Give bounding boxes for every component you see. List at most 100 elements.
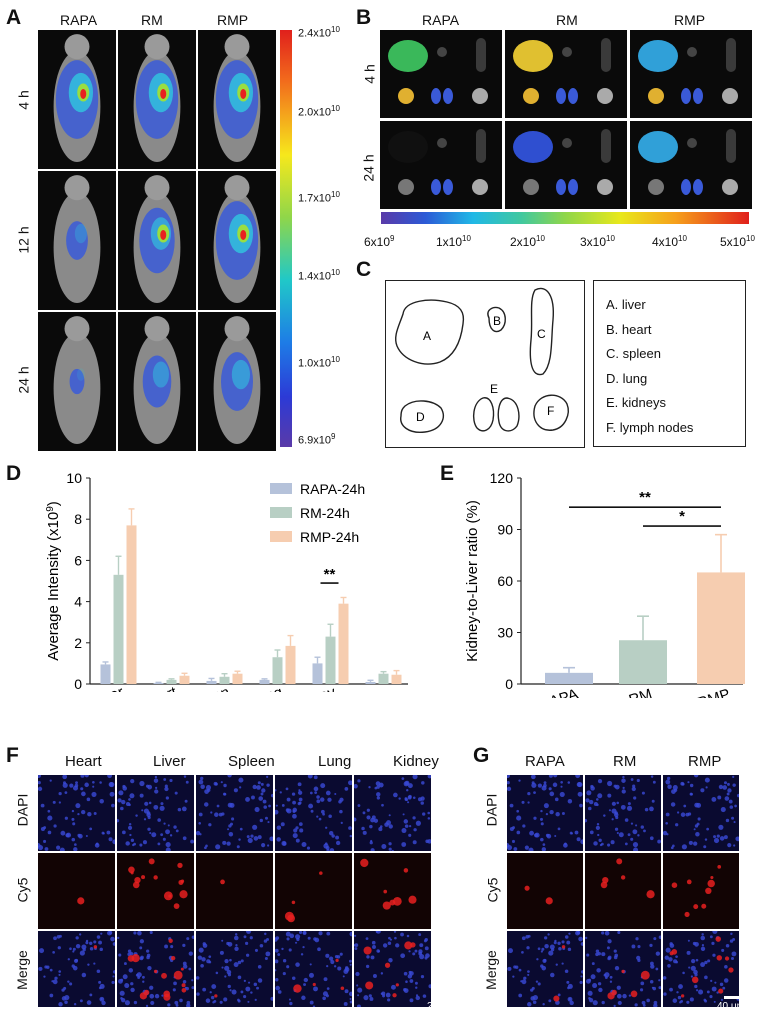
panel-b-cb-label-4: 4x1010 (652, 234, 687, 249)
panel-f-tile-1-1 (117, 853, 194, 929)
mouse-image-0-2 (198, 30, 276, 169)
panel-c-legend: A. liver B. heart C. spleen D. lung E. k… (593, 280, 746, 447)
panel-g-row-dapi: DAPI (483, 793, 500, 827)
panel-g-col-rm: RM (613, 753, 637, 770)
panel-d-legend-label: RM-24h (300, 505, 350, 521)
panel-b-colorbar (381, 212, 749, 224)
legend-kidneys: E. kidneys (606, 395, 666, 410)
panel-g-tile-0-1 (585, 775, 661, 851)
panel-e-ylabel: Kidney-to-Liver ratio (%) (464, 500, 481, 662)
panel-f-row-dapi: DAPI (14, 793, 31, 827)
panel-d-bar (179, 675, 190, 684)
panel-g-row-merge: Merge (482, 950, 499, 990)
panel-a-cb-label-1: 2.0x1010 (298, 104, 340, 119)
panel-g-tile-2-2 (663, 931, 739, 1007)
panel-a-col-rapa: RAPA (60, 12, 98, 28)
panel-f-col-liver: Liver (153, 753, 186, 770)
legend-heart: B. heart (606, 321, 652, 337)
legend-liver: A. liver (606, 297, 646, 312)
panel-f-tile-2-3 (275, 931, 352, 1007)
panel-f-tile-0-2 (196, 775, 273, 851)
panel-f-row-cy5: Cy5 (14, 877, 31, 903)
organ-letter-d: D (416, 410, 425, 424)
panel-d-legend-swatch (270, 507, 292, 518)
panel-c-organ-diagram: A B C D E F (385, 280, 585, 448)
panel-b-col-rm: RM (556, 12, 578, 28)
panel-a-row-4h: 4 h (15, 90, 32, 110)
panel-d-bar (325, 636, 336, 684)
panel-g-tile-1-0 (507, 853, 583, 929)
panel-d-bar (272, 657, 283, 684)
panel-f-tile-0-0 (38, 775, 115, 851)
panel-d-bar (219, 676, 230, 684)
panel-g-col-rmp: RMP (688, 753, 722, 770)
liver-outline (394, 299, 465, 365)
panel-b-letter: B (356, 6, 372, 29)
panel-d-bar (391, 674, 402, 684)
panel-g-letter: G (473, 744, 490, 767)
organ-image-0-2 (630, 30, 752, 118)
panel-f-tile-1-3 (275, 853, 352, 929)
panel-b-col-rapa: RAPA (422, 12, 460, 28)
panel-g-row-cy5: Cy5 (484, 877, 501, 903)
panel-f-tile-2-0 (38, 931, 115, 1007)
panel-d-ytick: 6 (74, 552, 82, 568)
panel-f-tile-0-1 (117, 775, 194, 851)
panel-g-scalebar (724, 996, 742, 999)
panel-d-xtick: Spleen (182, 684, 232, 692)
panel-d-ytick: 10 (66, 470, 82, 486)
panel-d-legend-swatch (270, 483, 292, 494)
spleen-outline (529, 287, 554, 376)
kidney-right-outline (497, 397, 520, 432)
panel-d-ytick: 2 (74, 635, 82, 651)
panel-d-legend-swatch (270, 531, 292, 542)
panel-d-xtick: Kidney (289, 683, 338, 692)
panel-d-bar (113, 574, 124, 684)
panel-f-tile-1-4 (354, 853, 431, 929)
panel-d-bar (100, 664, 111, 684)
panel-a-row-24h: 24 h (15, 366, 32, 394)
panel-e-bar (545, 672, 593, 684)
panel-e-letter: E (440, 462, 455, 485)
lymph-node-outline (533, 394, 569, 431)
mouse-image-2-0 (38, 312, 116, 451)
organ-image-0-1 (505, 30, 627, 118)
organ-letter-b: B (493, 314, 501, 328)
panel-b-col-rmp: RMP (674, 12, 706, 28)
panel-d-bar (338, 603, 349, 684)
organ-letter-c: C (537, 327, 546, 341)
organ-image-1-0 (380, 121, 502, 209)
panel-f-tile-2-1 (117, 931, 194, 1007)
panel-b-cb-label-1: 1x1010 (436, 234, 471, 249)
panel-d-ytick: 0 (74, 676, 82, 692)
panel-d-sig-mark: ** (324, 566, 336, 583)
panel-f-col-kidney: Kidney (393, 753, 439, 770)
panel-g-tile-2-0 (507, 931, 583, 1007)
panel-g-col-rapa: RAPA (525, 753, 565, 770)
kidney-left-outline (472, 397, 495, 432)
panel-d-xtick: Lung (248, 684, 285, 692)
panel-e-bar-chart: 0 30 60 90 120 Kidney-to-Liver ratio (%) RAPA R… (464, 470, 745, 698)
panel-g-tile-1-1 (585, 853, 661, 929)
panel-e-sig-mark-1: ** (639, 489, 651, 506)
panel-d-ylabel: Average Intensity (x109) (45, 501, 63, 661)
panel-a-cb-label-5: 6.9x109 (298, 432, 336, 447)
legend-lymph-nodes: F. lymph nodes (606, 419, 694, 435)
panel-f-col-spleen: Spleen (228, 753, 275, 770)
panel-d-legend-label: RMP-24h (300, 529, 359, 545)
mouse-image-0-0 (38, 30, 116, 169)
panel-f-col-lung: Lung (318, 753, 352, 770)
organ-image-1-1 (505, 121, 627, 209)
legend-spleen: C. spleen (606, 346, 661, 361)
panel-c-letter: C (356, 258, 372, 281)
panel-e-ytick: 90 (497, 522, 513, 538)
panel-a-col-rmp: RMP (217, 12, 249, 28)
panel-f-tile-0-4 (354, 775, 431, 851)
panel-d-bar (285, 645, 296, 684)
panel-b-cb-label-5: 5x1010 (720, 234, 755, 249)
panel-d-legend-label: RAPA-24h (300, 481, 365, 497)
panel-e-ytick: 0 (505, 676, 513, 692)
panel-d-bar (126, 525, 137, 684)
mouse-image-2-2 (198, 312, 276, 451)
panel-f-tile-0-3 (275, 775, 352, 851)
